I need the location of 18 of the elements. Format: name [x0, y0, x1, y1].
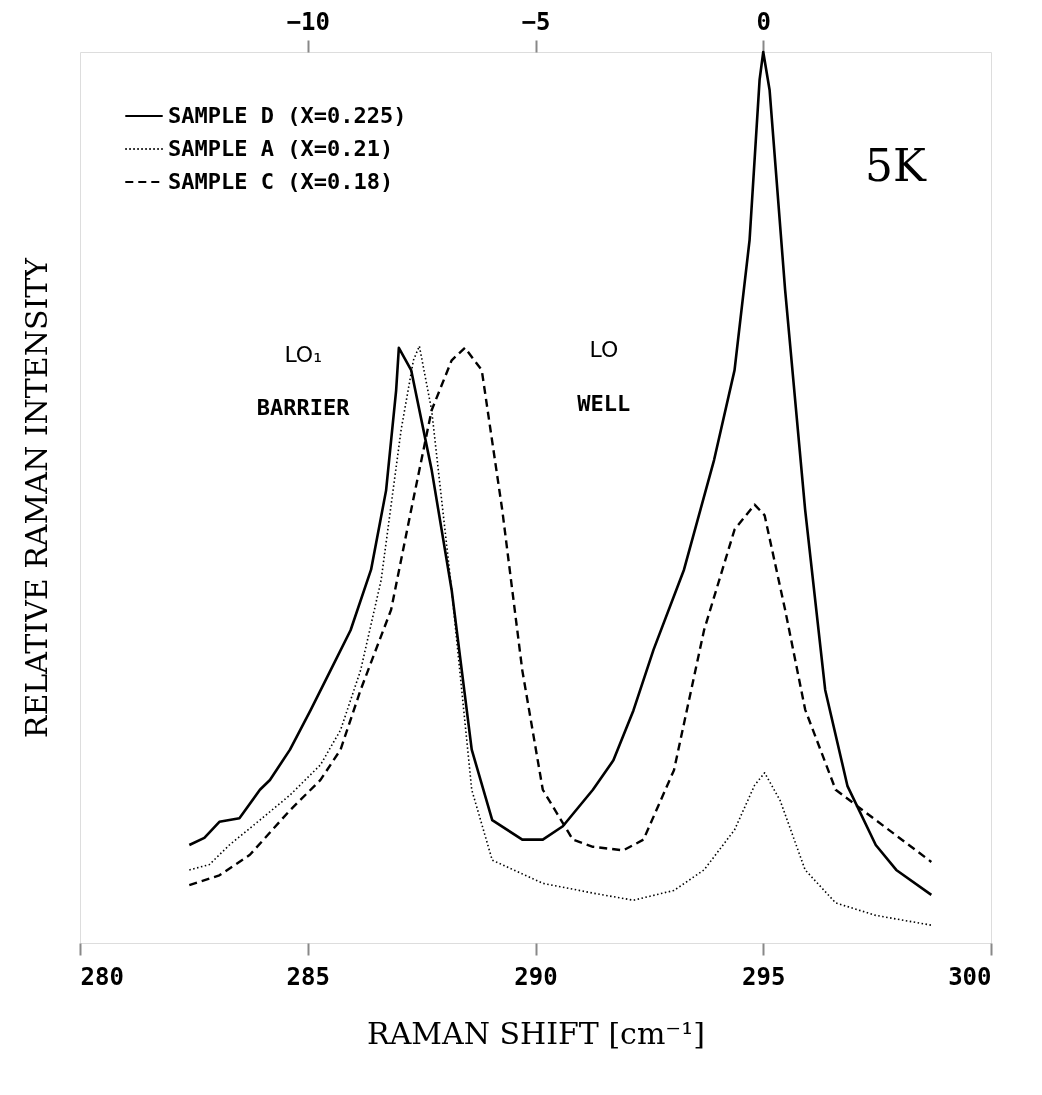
x2-tick-label: −5 — [521, 7, 551, 36]
annotation: WELL — [577, 390, 631, 416]
annotation: LO₁ — [284, 341, 322, 367]
x-axis-title: RAMAN SHIFT [cm⁻¹] — [367, 1015, 705, 1051]
x2-tick-label: −10 — [286, 7, 330, 36]
annotation: 5K — [864, 139, 927, 191]
legend-label: SAMPLE C (X=0.18) — [168, 169, 394, 194]
x-tick-label: 300 — [948, 962, 992, 991]
y-axis-title: RELATIVE RAMAN INTENSITY — [18, 256, 54, 739]
x-tick-label: 295 — [742, 962, 786, 991]
x-tick-label: 285 — [286, 962, 330, 991]
legend-label: SAMPLE D (X=0.225) — [168, 103, 407, 128]
legend-label: SAMPLE A (X=0.21) — [168, 136, 394, 161]
annotation: BARRIER — [256, 395, 351, 421]
annotation: LO — [589, 337, 619, 363]
x-tick-label: 290 — [514, 962, 558, 991]
x-tick-label: 280 — [80, 962, 124, 991]
x2-tick-label: 0 — [756, 7, 771, 36]
